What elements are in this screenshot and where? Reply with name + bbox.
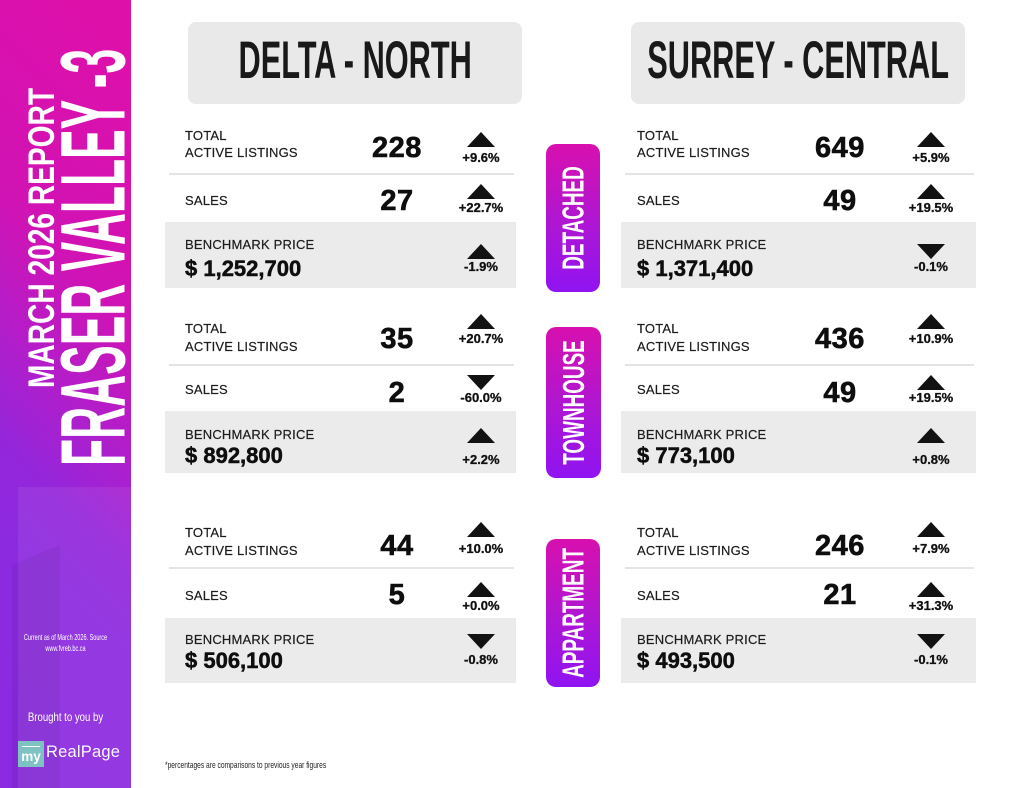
svg-text:DETACHED: DETACHED [557,166,591,270]
svg-text:FRASER VALLEY -3: FRASER VALLEY -3 [43,49,131,466]
svg-text:MARCH 2026 REPORT: MARCH 2026 REPORT [20,88,62,388]
svg-text:APPARTMENT: APPARTMENT [557,548,591,678]
svg-text:TOWNHOUSE: TOWNHOUSE [557,340,591,465]
